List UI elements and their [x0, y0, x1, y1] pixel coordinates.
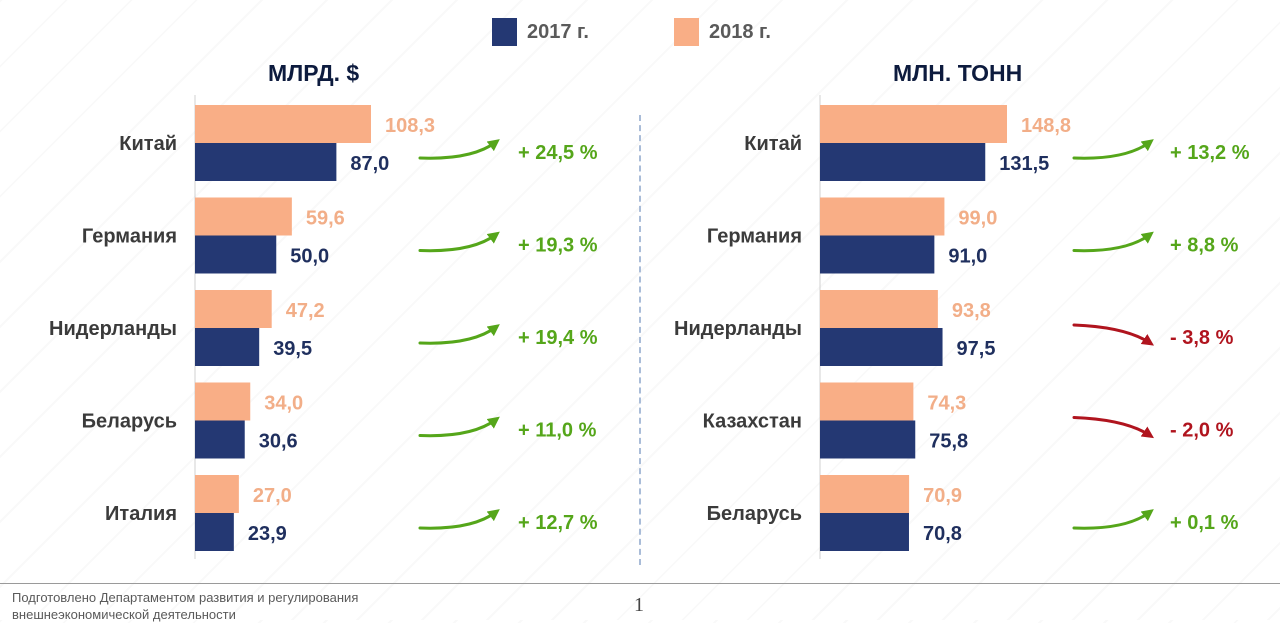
data-label-2017: 50,0	[290, 246, 329, 268]
category-label: Казахстан	[703, 411, 802, 433]
change-percent: + 12,7 %	[518, 512, 598, 534]
bar-2017	[820, 328, 943, 366]
page-number: 1	[634, 594, 644, 616]
bar-2017	[820, 143, 986, 181]
trend-up-arrow-icon	[418, 139, 500, 160]
trend-down-arrow-icon	[1072, 416, 1154, 439]
data-label-2018: 93,8	[952, 300, 991, 322]
change-percent: + 11,0 %	[518, 420, 597, 442]
chart-panel-1: 108,3 87,0 Китай + 24,5 % 59,6 50,0 Германия + …	[49, 95, 598, 559]
category-label: Беларусь	[82, 411, 177, 433]
data-label-2018: 99,0	[958, 208, 997, 230]
bar-2018	[820, 475, 910, 513]
data-label-2017: 39,5	[273, 338, 312, 360]
category-label: Нидерланды	[674, 318, 802, 340]
data-label-2018: 74,3	[927, 393, 966, 415]
category-label: Нидерланды	[49, 318, 177, 340]
data-label-2018: 47,2	[286, 300, 325, 322]
bar-2018	[195, 290, 272, 328]
data-label-2017: 131,5	[999, 153, 1049, 175]
bar-2018	[195, 105, 371, 143]
bar-2017	[820, 513, 909, 551]
data-label-2017: 87,0	[350, 153, 389, 175]
bar-2017	[195, 420, 245, 459]
bar-2017	[820, 235, 935, 274]
legend-swatch-2017	[492, 18, 517, 46]
data-label-2018: 27,0	[253, 485, 292, 507]
change-percent: + 13,2 %	[1170, 142, 1250, 164]
category-label: Германия	[82, 226, 177, 248]
bar-2018	[820, 105, 1007, 143]
trend-up-arrow-icon	[418, 231, 500, 253]
change-percent: + 19,3 %	[518, 235, 598, 257]
bar-2017	[820, 420, 916, 459]
bar-2017	[195, 328, 260, 366]
legend-label-2018: 2018 г.	[709, 21, 771, 43]
trend-up-arrow-icon	[1072, 509, 1154, 530]
data-label-2018: 59,6	[306, 208, 345, 230]
category-label: Китай	[119, 133, 177, 155]
footer-note: Подготовлено Департаментом развития и ре…	[12, 590, 359, 622]
legend-label-2017: 2017 г.	[527, 21, 589, 43]
trend-up-arrow-icon	[418, 324, 500, 345]
bar-2018	[195, 475, 239, 513]
bar-2018	[820, 382, 914, 421]
change-percent: - 3,8 %	[1170, 327, 1234, 349]
category-label: Италия	[105, 503, 177, 525]
legend-swatch-2018	[674, 18, 699, 46]
data-label-2017: 23,9	[248, 523, 287, 545]
bar-charts: 108,3 87,0 Китай + 24,5 % 59,6 50,0 Германия + …	[49, 95, 1250, 559]
bar-2017	[195, 513, 234, 551]
panel-divider	[639, 115, 641, 565]
change-percent: + 19,4 %	[518, 327, 598, 349]
bar-2018	[820, 197, 945, 236]
trend-down-arrow-icon	[1072, 323, 1154, 346]
data-label-2017: 70,8	[923, 523, 962, 545]
data-label-2017: 91,0	[948, 246, 987, 268]
change-percent: + 0,1 %	[1170, 512, 1239, 534]
left-chart-title: МЛРД. $	[268, 60, 360, 86]
change-percent: - 2,0 %	[1170, 420, 1234, 442]
bar-2017	[195, 235, 277, 274]
data-label-2017: 30,6	[259, 431, 298, 453]
bar-2018	[195, 382, 251, 421]
bar-2017	[195, 143, 337, 181]
data-label-2018: 148,8	[1021, 115, 1071, 137]
data-label-2018: 34,0	[264, 393, 303, 415]
category-label: Китай	[744, 133, 802, 155]
category-label: Германия	[707, 226, 802, 248]
trend-up-arrow-icon	[418, 509, 500, 530]
right-chart-title: МЛН. ТОНН	[893, 60, 1023, 86]
change-percent: + 8,8 %	[1170, 235, 1239, 257]
trend-up-arrow-icon	[418, 416, 500, 438]
trend-up-arrow-icon	[1072, 231, 1154, 253]
data-label-2018: 70,9	[923, 485, 962, 507]
data-label-2017: 75,8	[929, 431, 968, 453]
bar-2018	[195, 197, 292, 236]
chart-panel-2: 148,8 131,5 Китай + 13,2 % 99,0 91,0 Германия +…	[674, 95, 1250, 559]
trend-up-arrow-icon	[1072, 139, 1154, 160]
category-label: Беларусь	[707, 503, 802, 525]
data-label-2018: 108,3	[385, 115, 435, 137]
footer-divider	[0, 583, 1280, 584]
bar-2018	[820, 290, 938, 328]
change-percent: + 24,5 %	[518, 142, 598, 164]
data-label-2017: 97,5	[957, 338, 996, 360]
